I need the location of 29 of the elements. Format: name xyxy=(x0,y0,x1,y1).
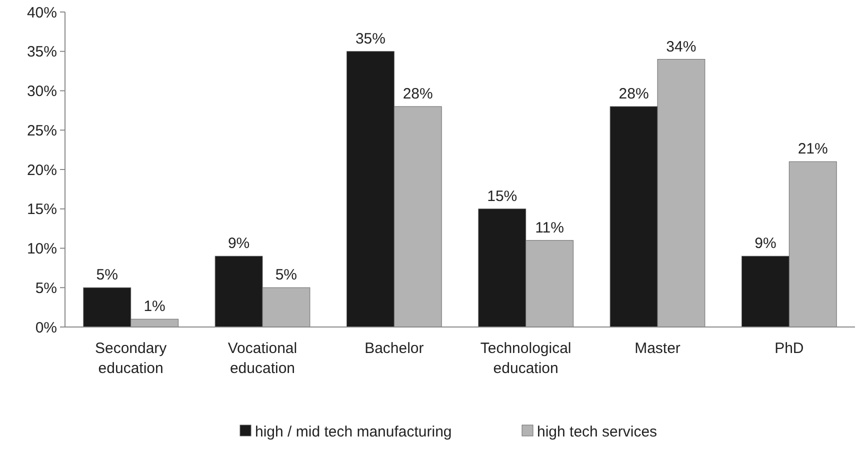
x-tick-label: Technological education xyxy=(480,340,572,377)
x-tick-label: PhD xyxy=(774,340,804,357)
y-tick-label: 25% xyxy=(26,122,57,140)
y-tick-label: 30% xyxy=(26,83,57,100)
y-tick-label: 20% xyxy=(26,162,57,179)
data-label: 28% xyxy=(618,86,649,102)
data-label: 9% xyxy=(228,235,250,252)
data-label: 1% xyxy=(144,298,166,316)
data-label: 5% xyxy=(96,266,118,284)
y-tick-label: 0% xyxy=(35,319,57,336)
y-tick-label: 10% xyxy=(26,240,57,258)
data-label: 28% xyxy=(402,86,433,102)
y-tick-label: 15% xyxy=(26,201,57,218)
data-label: 11% xyxy=(535,219,564,236)
data-label: 35% xyxy=(355,30,386,48)
data-label: 9% xyxy=(754,235,776,252)
data-label: 5% xyxy=(275,266,298,284)
legend-label: high tech services xyxy=(537,423,658,440)
x-tick-label: Vocational education xyxy=(228,340,298,377)
data-label: 34% xyxy=(666,38,696,56)
data-label: 21% xyxy=(798,140,828,158)
x-tick-label: Bachelor xyxy=(364,340,424,357)
y-tick-label: 5% xyxy=(35,280,57,297)
y-tick-label: 40% xyxy=(26,4,57,22)
x-tick-label: Secondary education xyxy=(94,340,168,377)
y-tick-label: 35% xyxy=(26,44,57,61)
x-tick-label: Master xyxy=(634,340,680,357)
data-label: 15% xyxy=(487,188,518,205)
legend-label: high / mid tech manufacturing xyxy=(255,423,452,440)
